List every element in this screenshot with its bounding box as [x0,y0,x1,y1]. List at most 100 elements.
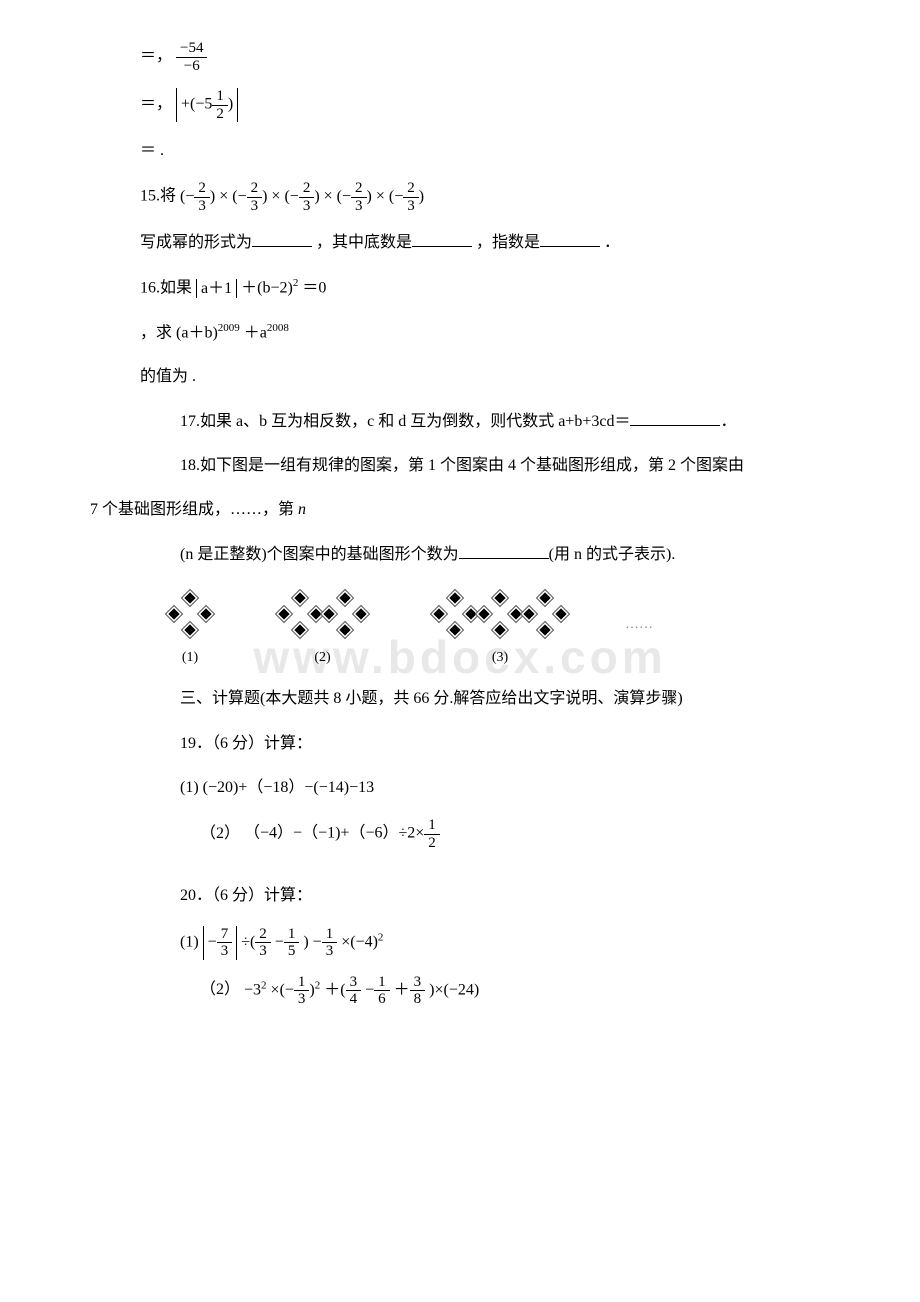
q20-1-mid2: ) − [303,933,321,950]
q17-line: 17.如果 a、b 互为相反数，c 和 d 互为倒数，则代数式 a+b+3cd＝… [140,407,830,437]
frac-num: 2 [247,180,263,197]
q18c-pre: (n 是正整数)个图案中的基础图形个数为 [180,546,459,563]
fill-blank [630,410,720,426]
paren-open: (− [389,188,403,205]
exponent: 2009 [218,322,240,334]
q19-sub2: （2） （−4）−（−1)+（−6）÷2×12 [140,817,830,851]
exponent: 2 [378,931,384,943]
frac-den: 3 [299,197,315,215]
q18-var-n: n [298,501,306,518]
fraction: 23 [299,180,315,214]
q16-line-1: 16.如果 a＋1 ＋(b−2)2 ＝0 [140,273,830,304]
q18-line-b: 7 个基础图形组成，……，第 n [90,495,830,525]
fraction: 23 [351,180,367,214]
pattern-row [425,584,575,644]
q18-line-c: (n 是正整数)个图案中的基础图形个数为(用 n 的式子表示). [140,540,830,570]
motif-icon [270,584,375,644]
frac-den: 3 [255,942,271,960]
exponent: 2008 [267,322,289,334]
abs-inner-post: ) [228,96,233,113]
paren-open: (− [337,188,351,205]
pattern-group-3: (3) [425,584,575,666]
paren-open: (− [180,188,194,205]
pattern-caption: (2) [270,650,375,666]
q15-factor: (−23) [389,188,424,205]
q18b-text: 7 个基础图形组成，……，第 [90,501,294,518]
q16-line-2: ，求 (a＋b)2009 ＋a2008 [140,318,830,349]
frac-num: 3 [346,974,362,991]
q15-factor: (−23) [180,188,219,205]
content-region: ＝， −54 −6 ＝， +(−5 1 2 ) ＝ . 15.将 (−23) × [140,40,830,1008]
paren-close: ) [262,188,267,205]
fraction: 23 [255,926,271,960]
frac-den: 3 [351,197,367,215]
q19-heading: 19．（6 分）计算： [140,729,830,759]
q16-term1-base: (a＋b) [176,324,218,341]
q20-heading: 20．（6 分）计算： [140,881,830,911]
q16-line-3: 的值为 . [140,362,830,392]
frac-num: 1 [294,974,310,991]
sub-label: （2） [200,981,240,998]
q19-sub1: (1) (−20)+（−18）−(−14)−13 [140,773,830,803]
abs-inner: a＋1 [201,280,232,297]
paren-open: (− [232,188,246,205]
eq-lhs: ＝， [140,48,172,65]
frac-num: 1 [212,88,228,105]
fraction: 73 [217,926,233,960]
pattern-caption: (1) [160,650,220,666]
q15-line-1: 15.将 (−23) × (−23) × (−23) × (−23) × (−2… [140,180,830,214]
section-3-heading: 三、计算题(本大题共 8 小题，共 66 分.解答应给出文字说明、演算步骤) [140,684,830,714]
pattern-figure: (1) [160,584,830,666]
q17-text: 17.如果 a、b 互为相反数，c 和 d 互为倒数，则代数式 a+b+3cd＝ [180,413,630,430]
fraction: 23 [247,180,263,214]
frac-den: 5 [284,942,300,960]
frac-num: 3 [410,974,426,991]
abs-pre: − [208,933,217,950]
q16-prefix: 16.如果 [140,279,192,296]
q15-text-d: ． [604,234,620,251]
frac-den: 3 [294,990,310,1008]
q20-2-a: −3 [244,981,261,998]
fill-blank [459,543,549,559]
pattern-group-1: (1) [160,584,220,666]
frac-num: 1 [424,817,440,834]
q15-text-c: ，指数是 [476,234,540,251]
times-symbol: × [324,188,333,205]
fraction: 16 [374,974,390,1008]
q14-line-c: ＝ . [140,136,830,166]
fraction: 13 [294,974,310,1008]
paren-close: ) [314,188,319,205]
q20-2-d: ＋( [324,981,345,998]
pattern-ellipsis: …… [625,617,653,633]
fraction: 12 [424,817,440,851]
paren-close: ) [419,188,424,205]
paren-open: (− [284,188,298,205]
frac-den: 3 [403,197,419,215]
q16-plus: ＋(b−2) [241,279,293,296]
fraction: 23 [194,180,210,214]
fraction: 1 2 [212,88,228,122]
sub-label: (1) [180,779,199,796]
times-symbol: × [271,188,280,205]
frac-num: 2 [255,926,271,943]
q20-1-mid1: ÷( [241,933,255,950]
frac-num: 2 [351,180,367,197]
pattern-row [160,584,220,644]
q15-text-b: ，其中底数是 [316,234,412,251]
frac-den: 2 [212,105,228,123]
frac-num: 1 [374,974,390,991]
paren-close: ) [367,188,372,205]
eq-lhs: ＝， [140,96,172,113]
frac-num: 1 [284,926,300,943]
fraction: −54 −6 [176,40,207,74]
frac-num: 2 [194,180,210,197]
fill-blank [252,231,312,247]
q15-factor: (−23) [232,188,271,205]
pattern-group-2: (2) [270,584,375,666]
q16-eqzero: ＝0 [302,279,326,296]
q15-prefix: 15.将 [140,188,176,205]
minus-symbol: − [275,933,284,950]
pattern-row [270,584,375,644]
frac-den: 3 [247,197,263,215]
q18-line-a: 18.如下图是一组有规律的图案，第 1 个图案由 4 个基础图形组成，第 2 个… [140,451,830,481]
